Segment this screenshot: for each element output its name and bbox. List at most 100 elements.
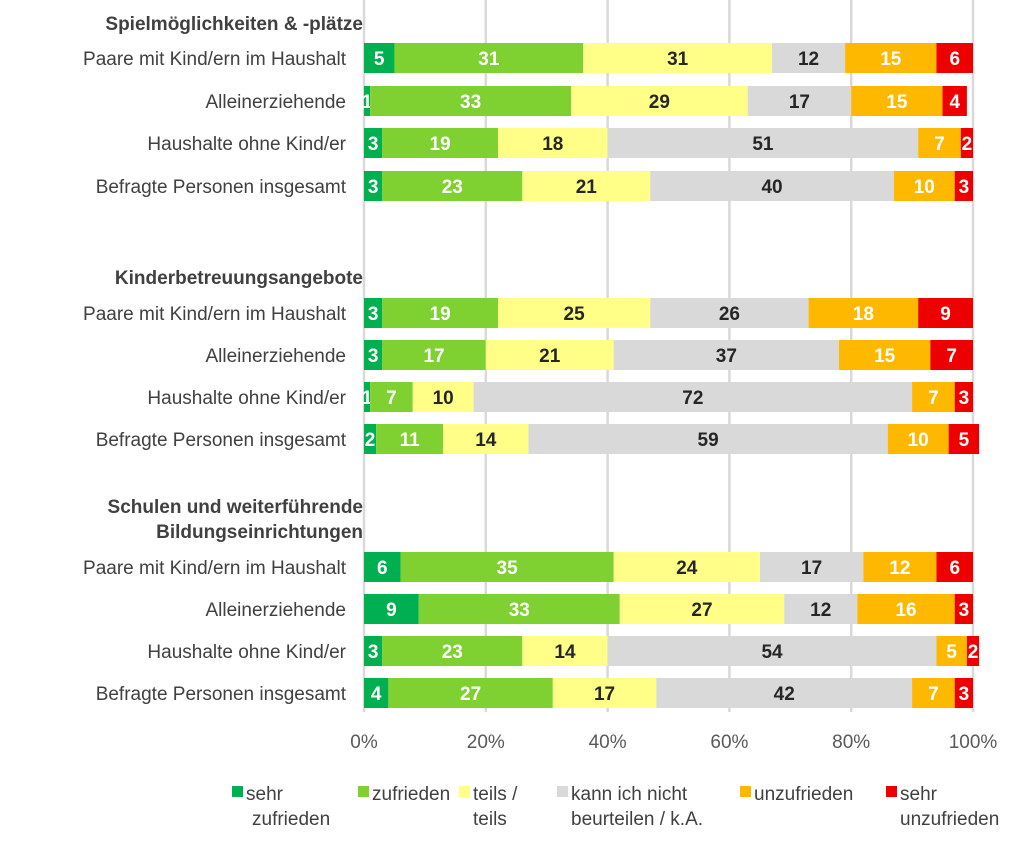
data-label: 15: [886, 92, 908, 113]
legend-label: sehr: [900, 784, 938, 805]
data-label: 12: [889, 558, 910, 579]
data-label: 26: [719, 304, 740, 325]
data-label: 7: [386, 388, 397, 409]
data-label: 29: [649, 92, 670, 113]
data-label: 2: [365, 430, 376, 451]
bar-segment: [863, 552, 937, 582]
data-label: 7: [928, 684, 939, 705]
data-label: 33: [460, 92, 481, 113]
x-tick-label: 80%: [832, 732, 870, 753]
bar-segment: [364, 340, 383, 370]
data-label: 6: [949, 49, 960, 70]
bar-segment: [364, 382, 371, 412]
bar-segment: [936, 552, 973, 582]
data-label: 27: [691, 600, 712, 621]
legend-label: unzufrieden: [900, 809, 999, 830]
bar-segment: [394, 43, 584, 73]
data-label: 3: [959, 388, 970, 409]
legend-swatch: [886, 786, 897, 797]
bar-segment: [382, 340, 486, 370]
data-label: 14: [475, 430, 497, 451]
data-label: 10: [914, 177, 935, 198]
bar-segment: [936, 636, 967, 666]
data-label: 17: [423, 346, 444, 367]
bar-segment: [918, 298, 973, 328]
data-label: 3: [959, 177, 970, 198]
bar-segment: [912, 678, 955, 708]
data-label: 4: [371, 684, 382, 705]
bar-segment: [948, 424, 980, 454]
data-label: 2: [962, 134, 973, 155]
group-title: Kinderbetreuungsangebote: [115, 268, 363, 289]
bar-segment: [522, 636, 608, 666]
data-label: 12: [810, 600, 831, 621]
data-label: 37: [716, 346, 737, 367]
bar-segment: [887, 424, 949, 454]
bar-segment: [851, 86, 943, 116]
bar-segment: [912, 382, 955, 412]
bar-segment: [522, 171, 651, 201]
bar-segment: [583, 43, 773, 73]
data-label: 33: [509, 600, 530, 621]
legend-label: teils /: [473, 784, 518, 805]
data-label: 3: [368, 346, 379, 367]
bar-segment: [382, 298, 498, 328]
legend-swatch: [740, 786, 751, 797]
data-label: 3: [368, 177, 379, 198]
legend-swatch: [232, 786, 243, 797]
x-tick-label: 100%: [949, 732, 998, 753]
group-title: Spielmöglichkeiten & -plätze: [105, 14, 363, 35]
category-label: Befragte Personen insgesamt: [96, 177, 347, 198]
data-label: 19: [430, 304, 451, 325]
legend-label: kann ich nicht: [571, 784, 688, 805]
data-label: 4: [949, 92, 960, 113]
bar-segment: [808, 298, 919, 328]
bar-segment: [528, 424, 888, 454]
bar-segment: [443, 424, 529, 454]
data-label: 5: [959, 430, 970, 451]
category-label: Haushalte ohne Kind/er: [147, 134, 346, 155]
bar-segment: [400, 552, 614, 582]
data-label: 42: [774, 684, 795, 705]
data-label: 23: [442, 642, 463, 663]
data-label: 54: [761, 642, 783, 663]
bar-segment: [364, 128, 383, 158]
bar-segment: [942, 86, 967, 116]
bar-segment: [930, 340, 973, 370]
bar-segment: [607, 636, 937, 666]
bar-segment: [857, 594, 955, 624]
data-label: 10: [433, 388, 454, 409]
data-label: 18: [853, 304, 874, 325]
data-label: 59: [698, 430, 719, 451]
bar-segment: [376, 424, 444, 454]
data-label: 7: [946, 346, 957, 367]
data-label: 21: [539, 346, 561, 367]
data-label: 3: [959, 600, 970, 621]
data-label: 15: [874, 346, 896, 367]
data-label: 6: [949, 558, 960, 579]
bar-segment: [364, 678, 389, 708]
category-label: Haushalte ohne Kind/er: [147, 642, 346, 663]
group-title: Bildungseinrichtungen: [156, 522, 363, 543]
bar-segment: [364, 424, 377, 454]
data-label: 19: [430, 134, 451, 155]
bar-segment: [954, 382, 973, 412]
data-label: 3: [368, 304, 379, 325]
category-labels: Spielmöglichkeiten & -plätze Paare mit Ki…: [83, 14, 363, 705]
category-label: Haushalte ohne Kind/er: [147, 388, 346, 409]
bar-segment: [364, 594, 419, 624]
bar-segment: [650, 298, 809, 328]
data-label: 15: [880, 49, 902, 70]
bar-segment: [954, 594, 973, 624]
bar-segment: [412, 382, 474, 412]
bar-segment: [382, 128, 498, 158]
bar-segment: [607, 128, 919, 158]
x-tick-label: 40%: [589, 732, 627, 753]
data-label: 72: [682, 388, 703, 409]
x-axis-ticks: 0% 20% 40% 60% 80% 100%: [350, 732, 997, 753]
bar-segment: [918, 128, 961, 158]
legend: sehr zufrieden zufrieden teils / teils kann i…: [232, 784, 999, 830]
x-tick-label: 0%: [350, 732, 378, 753]
data-label: 9: [940, 304, 951, 325]
